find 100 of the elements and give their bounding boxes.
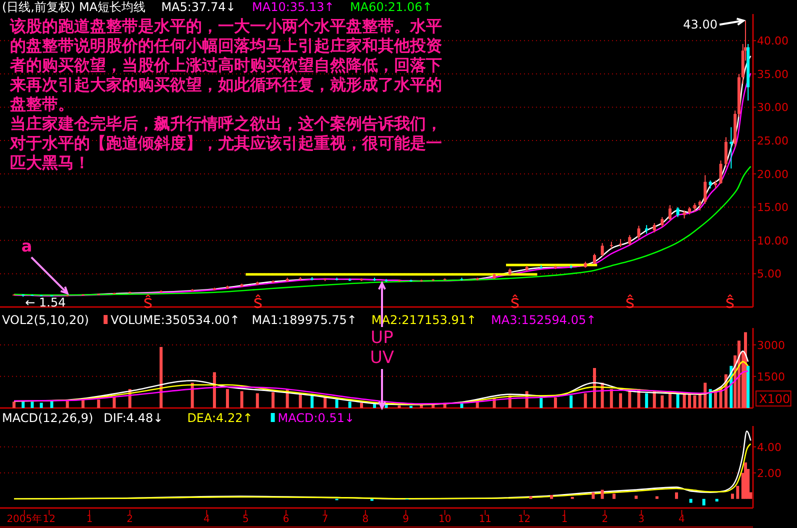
y-tick-label: 2.00 bbox=[757, 466, 782, 480]
annotation: a bbox=[21, 236, 32, 256]
y-tick-label: 40.00 bbox=[757, 34, 788, 48]
bar bbox=[600, 490, 604, 499]
candlestick bbox=[724, 136, 728, 168]
chart-title: VOL2(5,10,20) bbox=[2, 313, 89, 327]
x-tick-label: 7 bbox=[322, 514, 328, 525]
bar bbox=[612, 494, 616, 499]
legend-label: MACD:0.51↓ bbox=[278, 411, 355, 425]
y-tick-label: 35.00 bbox=[757, 68, 788, 81]
candlestick bbox=[600, 242, 604, 257]
bar bbox=[708, 389, 712, 408]
candlestick bbox=[637, 225, 640, 240]
bar bbox=[610, 389, 613, 408]
bar bbox=[212, 372, 216, 408]
annotation: 43.00 bbox=[683, 18, 718, 32]
annotation: 当庄家建仓完毕后，飙升行情呼之欲出，这个案例告诉我们，对于水平的【跑道倾斜度】，尤其应该引起重视，很可能是一匹大黑马！ bbox=[9, 114, 442, 172]
annotation: ← 1.54 bbox=[25, 296, 66, 310]
bar bbox=[112, 397, 116, 408]
chart-title: (日线,前复权) MA短长均线 bbox=[2, 0, 146, 14]
bar bbox=[584, 393, 587, 408]
x-tick-label: 8 bbox=[362, 514, 369, 525]
bar bbox=[655, 496, 658, 499]
bar bbox=[730, 494, 734, 499]
line-series bbox=[13, 443, 752, 500]
bar bbox=[628, 391, 632, 408]
text: DIF:4.48↓ bbox=[104, 411, 164, 425]
x-tick-label: 3 bbox=[638, 514, 645, 525]
y-tick-label: 15.00 bbox=[757, 201, 788, 214]
bar bbox=[682, 394, 686, 408]
bar bbox=[272, 392, 275, 408]
y-tick-label: 30.00 bbox=[757, 101, 788, 114]
line-series bbox=[13, 370, 749, 404]
bar bbox=[746, 366, 750, 408]
text: DEA:4.22↑ bbox=[187, 411, 253, 425]
bar bbox=[550, 494, 554, 499]
bar bbox=[12, 402, 16, 408]
x-tick-label: 2 bbox=[126, 514, 134, 525]
y-tick-label: 20.00 bbox=[757, 168, 788, 181]
bar bbox=[689, 498, 692, 503]
x-tick-label: 2005年 bbox=[6, 513, 42, 525]
bar bbox=[324, 397, 327, 408]
x-tick-label: 4 bbox=[203, 514, 210, 525]
bar bbox=[570, 395, 573, 408]
text: MA10:35.13↑ bbox=[252, 0, 334, 14]
bar bbox=[384, 404, 388, 408]
bar bbox=[240, 391, 244, 408]
bar bbox=[634, 496, 638, 499]
bar bbox=[715, 498, 718, 502]
text: MA60:21.06↑ bbox=[350, 0, 432, 14]
candlestick bbox=[676, 206, 680, 218]
chart-title: MACD(12,26,9) bbox=[2, 411, 94, 425]
bar bbox=[593, 368, 596, 408]
x-tick-label: 9 bbox=[402, 514, 409, 525]
bar bbox=[226, 389, 229, 408]
candlestick bbox=[704, 174, 707, 204]
bar bbox=[348, 402, 352, 408]
bar bbox=[40, 402, 43, 408]
bar bbox=[736, 486, 740, 499]
bar bbox=[529, 496, 532, 499]
y-tick-label: 10.00 bbox=[757, 234, 788, 248]
y-tick-label: 1500 bbox=[757, 370, 785, 384]
bar bbox=[675, 492, 678, 499]
y-tick-label: 3000 bbox=[757, 338, 785, 352]
bar bbox=[619, 393, 622, 408]
x-tick-label: 5 bbox=[242, 514, 249, 525]
bar bbox=[160, 346, 163, 408]
bar bbox=[676, 393, 680, 408]
candlestick bbox=[719, 160, 722, 184]
candlestick bbox=[730, 126, 733, 169]
text: MA5:37.74↓ bbox=[161, 0, 236, 14]
x-tick-label: 1 bbox=[561, 514, 568, 525]
x-tick-label: 4 bbox=[678, 514, 685, 525]
x-tick-label: 1 bbox=[86, 514, 93, 525]
candlestick bbox=[698, 200, 702, 211]
y-tick-label: 4.00 bbox=[757, 440, 782, 454]
x-tick-label: 11 bbox=[478, 514, 492, 525]
bar bbox=[554, 397, 557, 408]
bar bbox=[310, 395, 314, 408]
candlestick bbox=[660, 216, 664, 228]
bar bbox=[256, 393, 259, 408]
bar bbox=[398, 405, 401, 408]
bar bbox=[360, 402, 364, 408]
text: MA1:189975.75↑ bbox=[252, 313, 357, 327]
candlestick bbox=[652, 222, 656, 233]
y-tick-label: 5.00 bbox=[757, 268, 782, 281]
y-tick-label: 25.00 bbox=[757, 134, 788, 148]
bar bbox=[30, 402, 34, 408]
x-tick-label: 2 bbox=[602, 514, 608, 525]
text: X100 bbox=[759, 392, 790, 406]
bar bbox=[97, 400, 100, 408]
candlestick bbox=[628, 234, 632, 246]
x-tick-label: 6 bbox=[282, 514, 290, 525]
candlestick bbox=[593, 253, 596, 264]
bar bbox=[335, 400, 338, 408]
candlestick bbox=[668, 204, 672, 221]
bar bbox=[592, 492, 595, 499]
bar bbox=[693, 395, 696, 408]
x-tick-label: 12 bbox=[518, 514, 531, 525]
annotation: UP bbox=[370, 328, 394, 348]
